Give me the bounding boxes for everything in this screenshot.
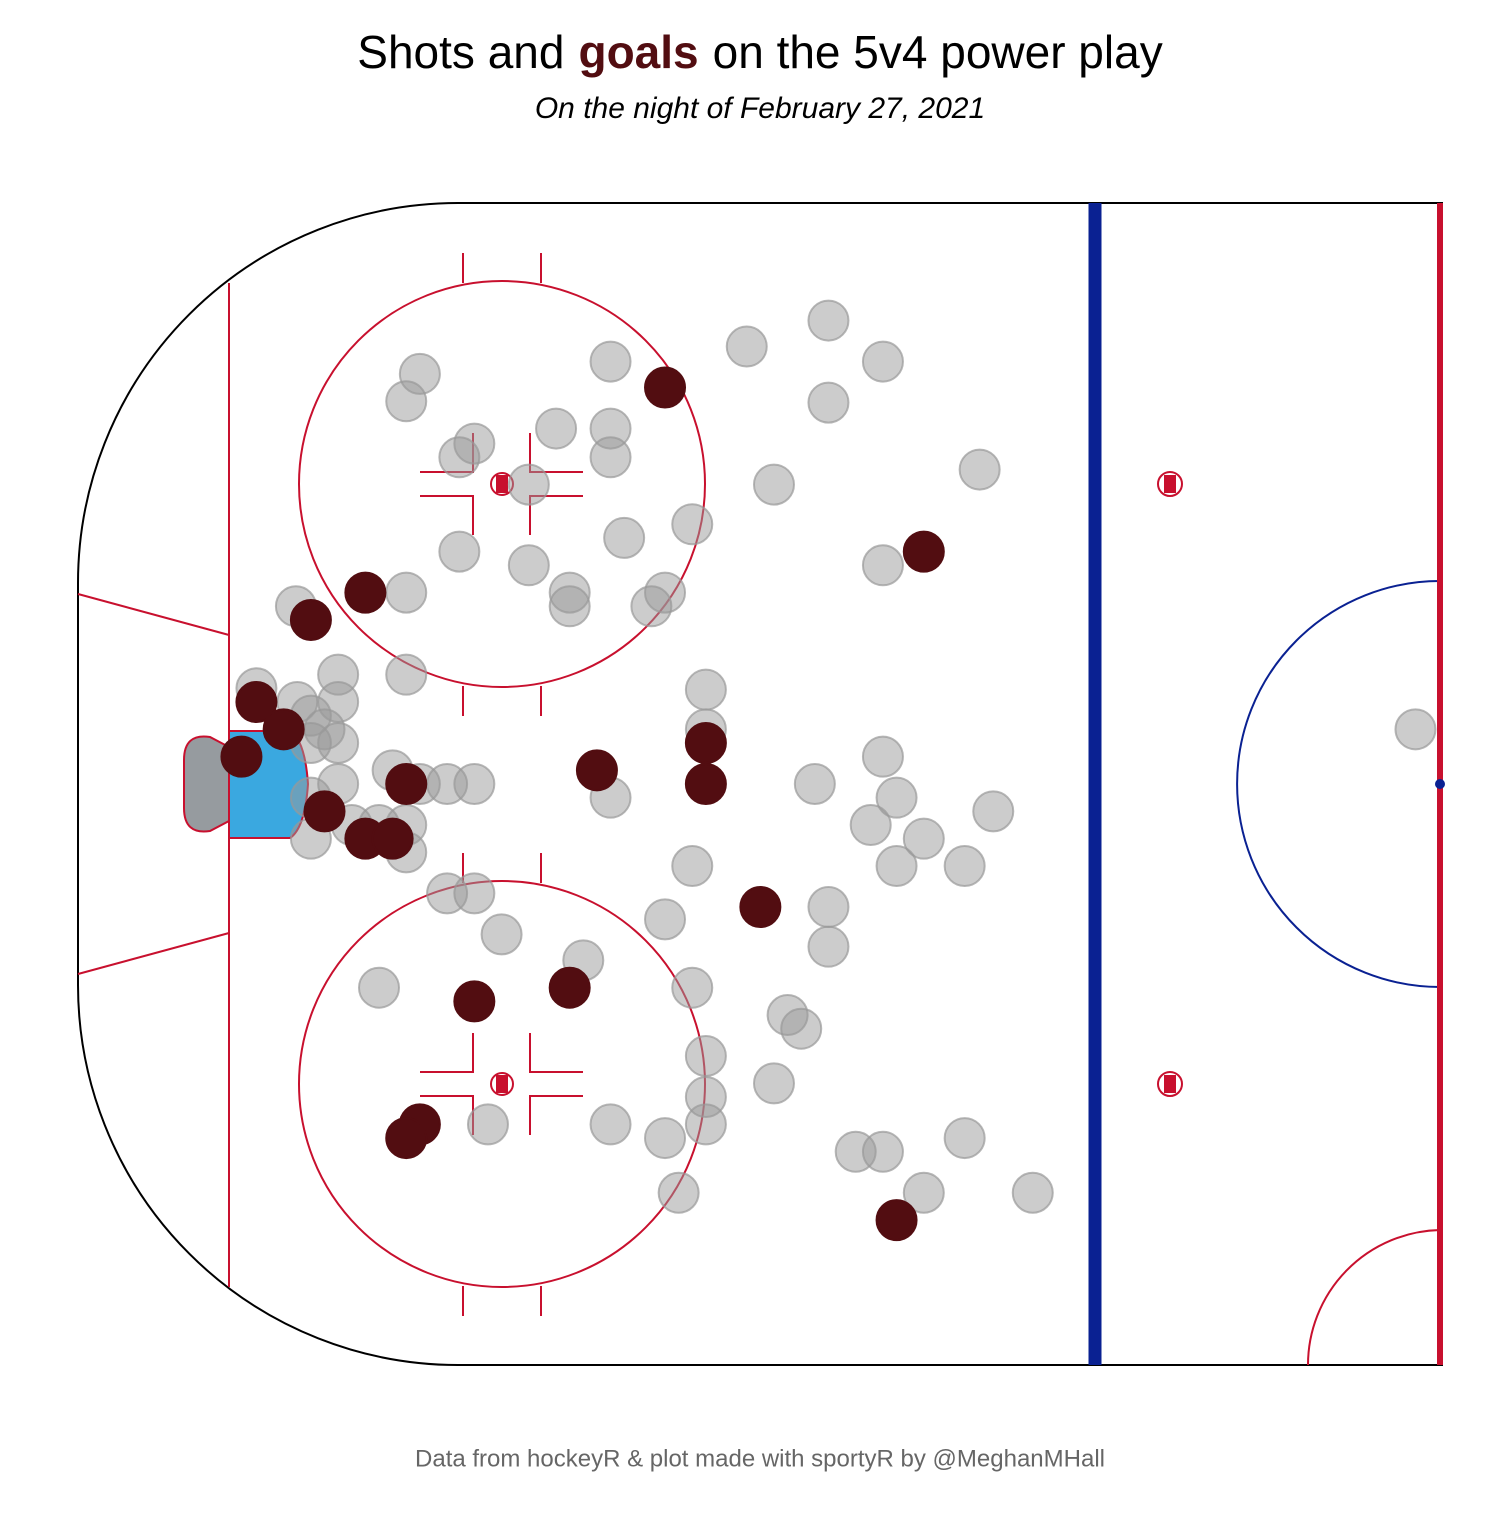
- shot: [535, 407, 578, 450]
- shot: [507, 463, 550, 506]
- shot: [943, 845, 986, 888]
- chart-subtitle: On the night of February 27, 2021: [535, 92, 985, 125]
- shot: [807, 299, 850, 342]
- shot: [684, 1103, 727, 1146]
- referee-crease: [1307, 1229, 1441, 1366]
- chart-title: Shots and goals on the 5v4 power play: [357, 26, 1162, 78]
- shot: [902, 1171, 945, 1214]
- shot: [752, 463, 795, 506]
- shot: [725, 325, 768, 368]
- shot: [793, 763, 836, 805]
- shot: [589, 1103, 632, 1146]
- goal: [385, 1117, 428, 1160]
- goal: [344, 571, 387, 614]
- center-dot: [1435, 779, 1445, 789]
- shot: [671, 966, 714, 1009]
- shot: [902, 817, 945, 860]
- shot: [385, 571, 428, 614]
- trapezoid: [77, 932, 230, 975]
- goal: [684, 721, 727, 764]
- shot: [861, 735, 904, 778]
- shot: [780, 1007, 823, 1050]
- shot: [671, 845, 714, 888]
- shot: [671, 503, 714, 546]
- goal: [303, 790, 346, 833]
- goal: [453, 980, 496, 1023]
- shot: [438, 530, 481, 573]
- title-start: Shots and: [357, 26, 564, 78]
- shot: [453, 872, 496, 915]
- shots-layer: [220, 299, 1437, 1242]
- faceoff-circle: [298, 280, 706, 688]
- chart-caption: Data from hockeyR & plot made with sport…: [415, 1445, 1105, 1472]
- shot: [943, 1117, 986, 1160]
- goal: [739, 886, 782, 929]
- shot: [548, 585, 591, 628]
- neutral-dot-fill: [1164, 475, 1176, 493]
- shot: [589, 340, 632, 383]
- neutral-dot-fill: [1164, 1075, 1176, 1093]
- shot: [684, 1035, 727, 1078]
- shot: [589, 436, 632, 479]
- shot: [657, 1171, 700, 1214]
- rink: [77, 202, 1445, 1366]
- goal: [684, 763, 727, 805]
- shot: [385, 653, 428, 696]
- title-highlight: goals: [578, 26, 698, 78]
- shot: [972, 790, 1015, 833]
- shot: [861, 1130, 904, 1173]
- goal: [385, 763, 428, 805]
- center-circle: [1236, 580, 1441, 988]
- title-end: on the 5v4 power play: [713, 26, 1163, 78]
- goal: [262, 708, 305, 751]
- shot: [603, 516, 646, 559]
- shot: [358, 966, 401, 1009]
- faceoff-dot-fill: [496, 475, 508, 493]
- shot: [958, 448, 1001, 491]
- goal: [875, 1199, 918, 1242]
- goal: [220, 735, 263, 778]
- shot: [1394, 708, 1437, 751]
- shot: [807, 925, 850, 968]
- boards: [77, 202, 1443, 1366]
- shot: [752, 1062, 795, 1105]
- goal: [548, 966, 591, 1009]
- shot: [861, 544, 904, 587]
- goal: [575, 749, 618, 792]
- shot: [807, 381, 850, 424]
- faceoff-dot-fill: [496, 1075, 508, 1093]
- shot: [466, 1103, 509, 1146]
- shot: [480, 913, 523, 956]
- shot: [807, 886, 850, 929]
- shot: [875, 776, 918, 819]
- shot: [875, 845, 918, 888]
- goal: [902, 530, 945, 573]
- shot: [861, 340, 904, 383]
- shot: [1011, 1171, 1054, 1214]
- shot: [438, 436, 481, 479]
- trapezoid: [77, 593, 230, 636]
- goal: [371, 817, 414, 860]
- goal: [289, 598, 332, 641]
- hash-marks: [462, 253, 542, 1316]
- shot: [453, 763, 496, 805]
- shot: [644, 1117, 687, 1160]
- goal: [235, 680, 278, 723]
- shot: [644, 898, 687, 941]
- shot: [385, 380, 428, 423]
- shot: [507, 544, 550, 587]
- goal: [644, 366, 687, 409]
- shot: [630, 585, 673, 628]
- shot: [849, 804, 892, 847]
- shot: [684, 668, 727, 711]
- net: [183, 735, 230, 833]
